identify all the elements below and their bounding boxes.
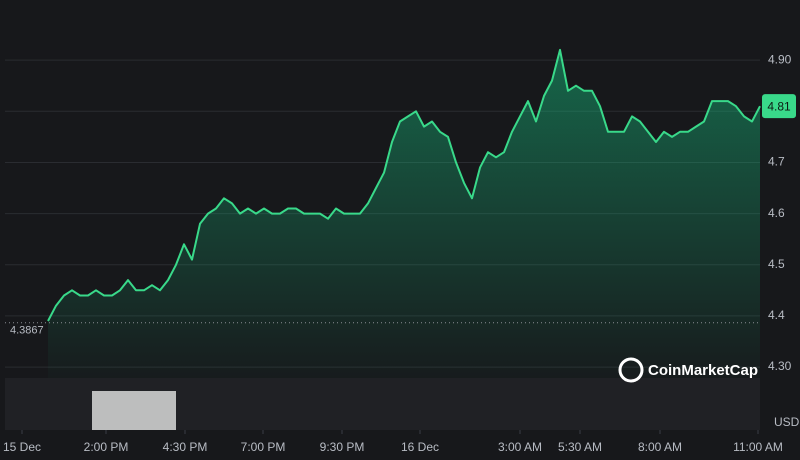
- x-tick-label: 11:00 AM: [733, 440, 783, 454]
- y-tick-label: 4.7: [768, 155, 785, 169]
- watermark-text: CoinMarketCap: [648, 362, 758, 379]
- x-tick-label: 2:00 PM: [84, 440, 129, 454]
- area: [48, 49, 760, 379]
- watermark: CoinMarketCap: [618, 357, 758, 383]
- y-tick-label: 4.4: [768, 308, 785, 322]
- last-price-label: 4.81: [767, 99, 791, 113]
- x-tick-label: 3:00 AM: [498, 440, 542, 454]
- y-tick-label: 4.5: [768, 257, 785, 271]
- y-tick-label: 4.30: [768, 359, 792, 373]
- x-tick-label: 7:00 PM: [241, 440, 286, 454]
- y-tick-label: 4.6: [768, 206, 785, 220]
- logo: [618, 357, 644, 383]
- volume-highlight: [92, 391, 176, 430]
- x-tick-label: 5:30 AM: [558, 440, 602, 454]
- x-tick-label: 9:30 PM: [320, 440, 365, 454]
- y-tick-label: 4.90: [768, 52, 792, 66]
- x-tick-label: 16 Dec: [401, 440, 439, 454]
- last-price-box: [762, 94, 796, 119]
- x-tick-label: 15 Dec: [3, 440, 41, 454]
- price-line: [47, 48, 761, 322]
- x-tick-label: 8:00 AM: [638, 440, 682, 454]
- x-tick-label: 4:30 PM: [163, 440, 208, 454]
- y-unit: USD: [774, 415, 800, 429]
- open-label: 4.3867: [10, 325, 44, 337]
